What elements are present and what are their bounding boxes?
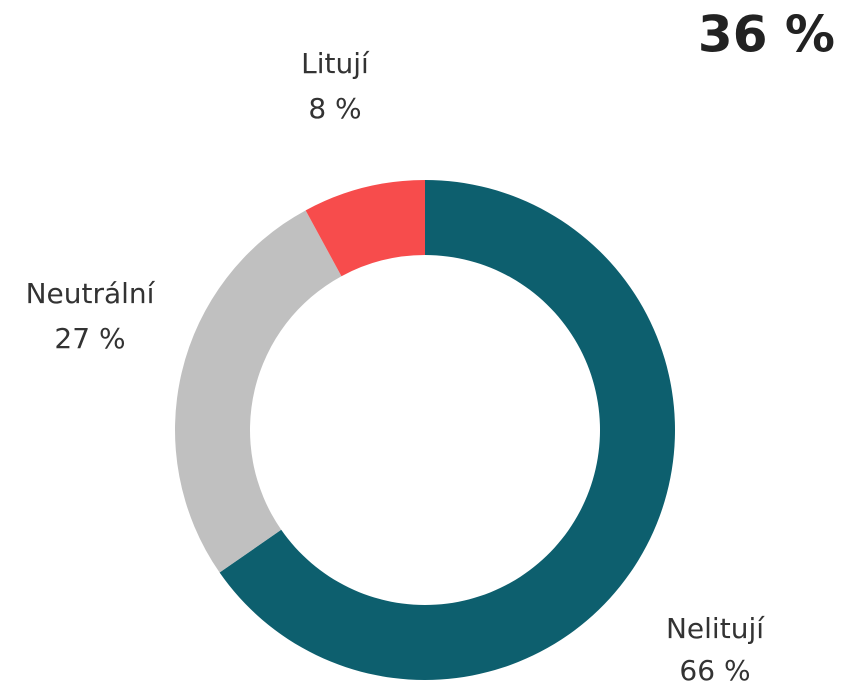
slice-value: 27 % xyxy=(54,322,125,355)
slice-name: Nelitují xyxy=(666,612,765,645)
slice-name: Litují xyxy=(301,47,370,80)
slice xyxy=(305,180,425,277)
slice-value: 66 % xyxy=(679,654,750,687)
slice-name: Neutrální xyxy=(26,277,156,310)
slice xyxy=(219,180,676,681)
slice-value: 8 % xyxy=(308,92,361,125)
slice xyxy=(175,210,342,573)
annotation: 36 % xyxy=(698,6,835,64)
